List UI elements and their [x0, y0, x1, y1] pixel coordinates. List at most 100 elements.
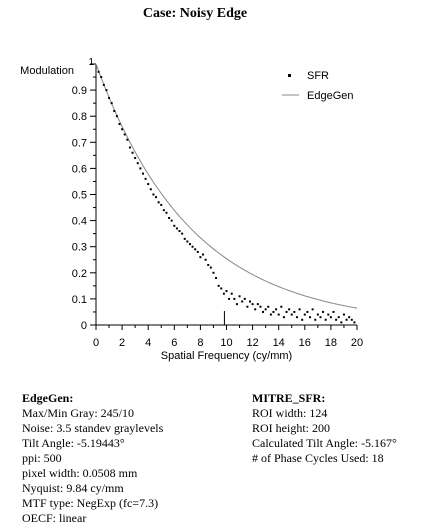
x-tick-label: 12: [246, 337, 258, 349]
sfr-point: [254, 308, 257, 311]
sfr-point: [311, 308, 314, 311]
sfr-point: [209, 266, 212, 269]
sfr-point: [147, 183, 150, 186]
sfr-point: [175, 227, 178, 230]
sfr-point: [162, 209, 165, 212]
sfr-point: [329, 316, 332, 319]
sfr-point: [241, 300, 244, 303]
sfr-point: [301, 318, 304, 321]
sfr-point: [202, 253, 205, 256]
x-tick-label: 8: [197, 337, 203, 349]
sfr-point: [269, 313, 272, 316]
x-tick-label: 18: [325, 337, 337, 349]
x-axis-label: Spatial Frequency (cy/mm): [161, 350, 292, 362]
y-axis-label: Modulation: [20, 65, 74, 77]
sfr-point: [157, 201, 160, 204]
sfr-point: [303, 313, 306, 316]
chart-title: Case: Noisy Edge: [142, 6, 248, 21]
sfr-point: [350, 318, 353, 321]
sfr-point: [126, 138, 129, 141]
sfr-point: [309, 316, 312, 319]
sfr-point: [267, 305, 270, 308]
edgegen-line: Tilt Angle: -5.19443°: [22, 436, 125, 450]
x-tick-label: 2: [119, 337, 125, 349]
edgegen-line: ppi: 500: [22, 451, 62, 465]
edgegen-line: MTF type: NegExp (fc=7.3): [22, 496, 159, 510]
mitre-sfr-line: ROI width: 124: [252, 406, 328, 420]
sfr-point: [222, 292, 225, 295]
sfr-point: [204, 258, 207, 261]
edgegen-heading: EdgeGen:: [22, 391, 74, 405]
sfr-point: [149, 188, 152, 191]
sfr-point: [342, 313, 345, 316]
mitre-sfr-line: # of Phase Cycles Used: 18: [252, 451, 384, 465]
sfr-point: [139, 167, 142, 170]
mitre-sfr-heading: MITRE_SFR:: [252, 391, 326, 405]
sfr-point: [183, 237, 186, 240]
sfr-point: [293, 310, 296, 313]
sfr-point: [217, 284, 220, 287]
sfr-point: [220, 287, 223, 290]
sfr-point: [264, 308, 267, 311]
edgegen-line: pixel width: 0.0508 mm: [22, 466, 138, 480]
sfr-point: [322, 310, 325, 313]
sfr-point: [113, 109, 116, 112]
legend-sfr-label: SFR: [307, 70, 329, 82]
sfr-point: [324, 318, 327, 321]
mitre-sfr-line: ROI height: 200: [252, 421, 330, 435]
sfr-point: [314, 318, 317, 321]
sfr-point: [337, 316, 340, 319]
edgegen-line: OECF: linear: [22, 511, 87, 525]
edgegen-curve: [95, 63, 358, 309]
edgegen-info: EdgeGen: Max/Min Gray: 245/10 Noise: 3.5…: [22, 391, 163, 526]
sfr-point: [238, 295, 241, 298]
x-tick-label: 10: [220, 337, 232, 349]
sfr-point: [285, 310, 288, 313]
sfr-point: [228, 297, 231, 300]
sfr-point: [199, 256, 202, 259]
sfr-point: [295, 316, 298, 319]
x-tick-label: 16: [299, 337, 311, 349]
legend-edgegen-label: EdgeGen: [307, 90, 353, 102]
x-tick-label: 0: [93, 337, 99, 349]
sfr-point: [207, 263, 210, 266]
y-tick-label: 0.7: [72, 137, 87, 149]
sfr-point: [272, 310, 275, 313]
sfr-point: [288, 308, 291, 311]
sfr-point: [348, 316, 351, 319]
x-tick-label: 14: [273, 337, 285, 349]
y-tick-label: 0.8: [72, 111, 87, 123]
y-tick-label: 0.2: [72, 268, 87, 280]
sfr-point: [188, 243, 191, 246]
sfr-point: [108, 96, 111, 99]
sfr-point: [134, 156, 137, 159]
edgegen-line: Max/Min Gray: 245/10: [22, 406, 134, 420]
sfr-point: [251, 303, 254, 306]
sfr-point: [131, 151, 134, 154]
sfr-point: [155, 196, 158, 199]
sfr-point: [215, 277, 218, 280]
sfr-point: [181, 232, 184, 235]
sfr-point: [144, 177, 147, 180]
sfr-point: [275, 308, 278, 311]
sfr-point: [298, 308, 301, 311]
sfr-point: [105, 89, 108, 92]
sfr-chart: 0 2 4 6 8 10 12 14 16 18 20 0 0.1 0.2 0.3 0.4 0.5 0.6 0.7 0…: [20, 57, 363, 362]
sfr-point: [332, 310, 335, 313]
mitre-sfr-info: MITRE_SFR: ROI width: 124 ROI height: 20…: [252, 391, 397, 466]
sfr-point: [136, 162, 139, 165]
y-tick-label: 0: [81, 320, 87, 332]
sfr-point: [316, 313, 319, 316]
sfr-point: [262, 310, 265, 313]
sfr-point: [345, 318, 348, 321]
sfr-point: [290, 313, 293, 316]
sfr-point: [306, 310, 309, 313]
sfr-point: [230, 292, 233, 295]
sfr-point: [165, 211, 168, 214]
y-tick-label: 0.3: [72, 242, 87, 254]
sfr-point: [170, 219, 173, 222]
sfr-point: [178, 230, 181, 233]
sfr-point: [194, 248, 197, 251]
mitre-sfr-line: Calculated Tilt Angle: -5.167°: [252, 436, 397, 450]
sfr-point: [243, 297, 246, 300]
